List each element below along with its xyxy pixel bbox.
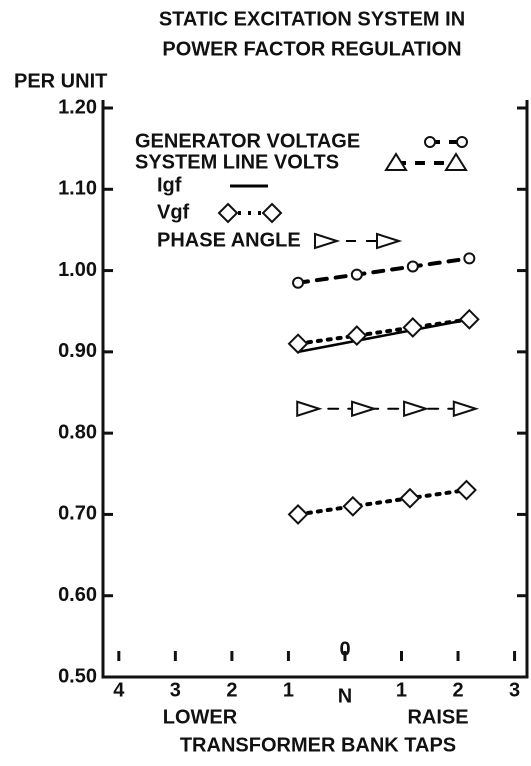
y-tick-label: 0.70 [58, 503, 97, 525]
x-tick-label: 1 [283, 679, 294, 701]
chart-title: POWER FACTOR REGULATION [162, 38, 461, 60]
marker [351, 400, 378, 418]
annotation: RAISE [407, 706, 468, 728]
x-tick-label: 3 [509, 679, 520, 701]
y-tick-label: 0.50 [58, 665, 97, 687]
annotation: 0 [339, 638, 350, 660]
marker [424, 136, 436, 148]
x-tick-label: 4 [113, 679, 125, 701]
x-tick-label: 2 [452, 679, 463, 701]
marker [403, 400, 430, 418]
x-tick-label: N [338, 685, 352, 707]
y-tick-label: 0.60 [58, 584, 97, 606]
y-axis-label: PER UNIT [14, 70, 107, 92]
marker [217, 202, 239, 224]
marker [296, 400, 323, 418]
legend-label: GENERATOR VOLTAGE [135, 130, 360, 152]
axis-frame [101, 100, 529, 679]
marker [463, 252, 476, 265]
marker [399, 487, 421, 509]
marker [342, 495, 364, 517]
x-tick-label: 2 [226, 679, 237, 701]
marker [346, 325, 368, 347]
chart-title: STATIC EXCITATION SYSTEM IN [159, 8, 465, 30]
marker [292, 276, 305, 289]
y-tick-label: 0.90 [58, 340, 97, 362]
x-tick-label: 3 [170, 679, 181, 701]
marker [261, 202, 283, 224]
marker [456, 136, 468, 148]
marker [350, 268, 363, 281]
x-tick-label: 1 [396, 679, 407, 701]
marker [384, 152, 408, 171]
legend-label: Vgf [157, 201, 190, 223]
marker [444, 152, 468, 171]
x-axis-label: TRANSFORMER BANK TAPS [180, 734, 456, 756]
marker [402, 317, 424, 338]
legend-label: PHASE ANGLE [157, 229, 301, 251]
y-tick-label: 1.10 [58, 178, 97, 200]
marker [406, 260, 419, 273]
annotation: LOWER [163, 706, 238, 728]
marker [376, 232, 403, 250]
legend-label: SYSTEM LINE VOLTS [135, 151, 339, 173]
marker [287, 504, 309, 525]
marker [452, 400, 480, 418]
legend-label: Igf [157, 174, 182, 196]
series-line [296, 317, 472, 517]
series-line [296, 256, 472, 285]
y-tick-label: 1.20 [58, 96, 97, 118]
marker [314, 232, 341, 250]
y-tick-label: 0.80 [58, 421, 97, 443]
marker [456, 479, 477, 501]
marker [287, 333, 309, 355]
y-tick-label: 1.00 [58, 259, 97, 281]
marker [458, 308, 480, 330]
series-line [296, 318, 471, 354]
